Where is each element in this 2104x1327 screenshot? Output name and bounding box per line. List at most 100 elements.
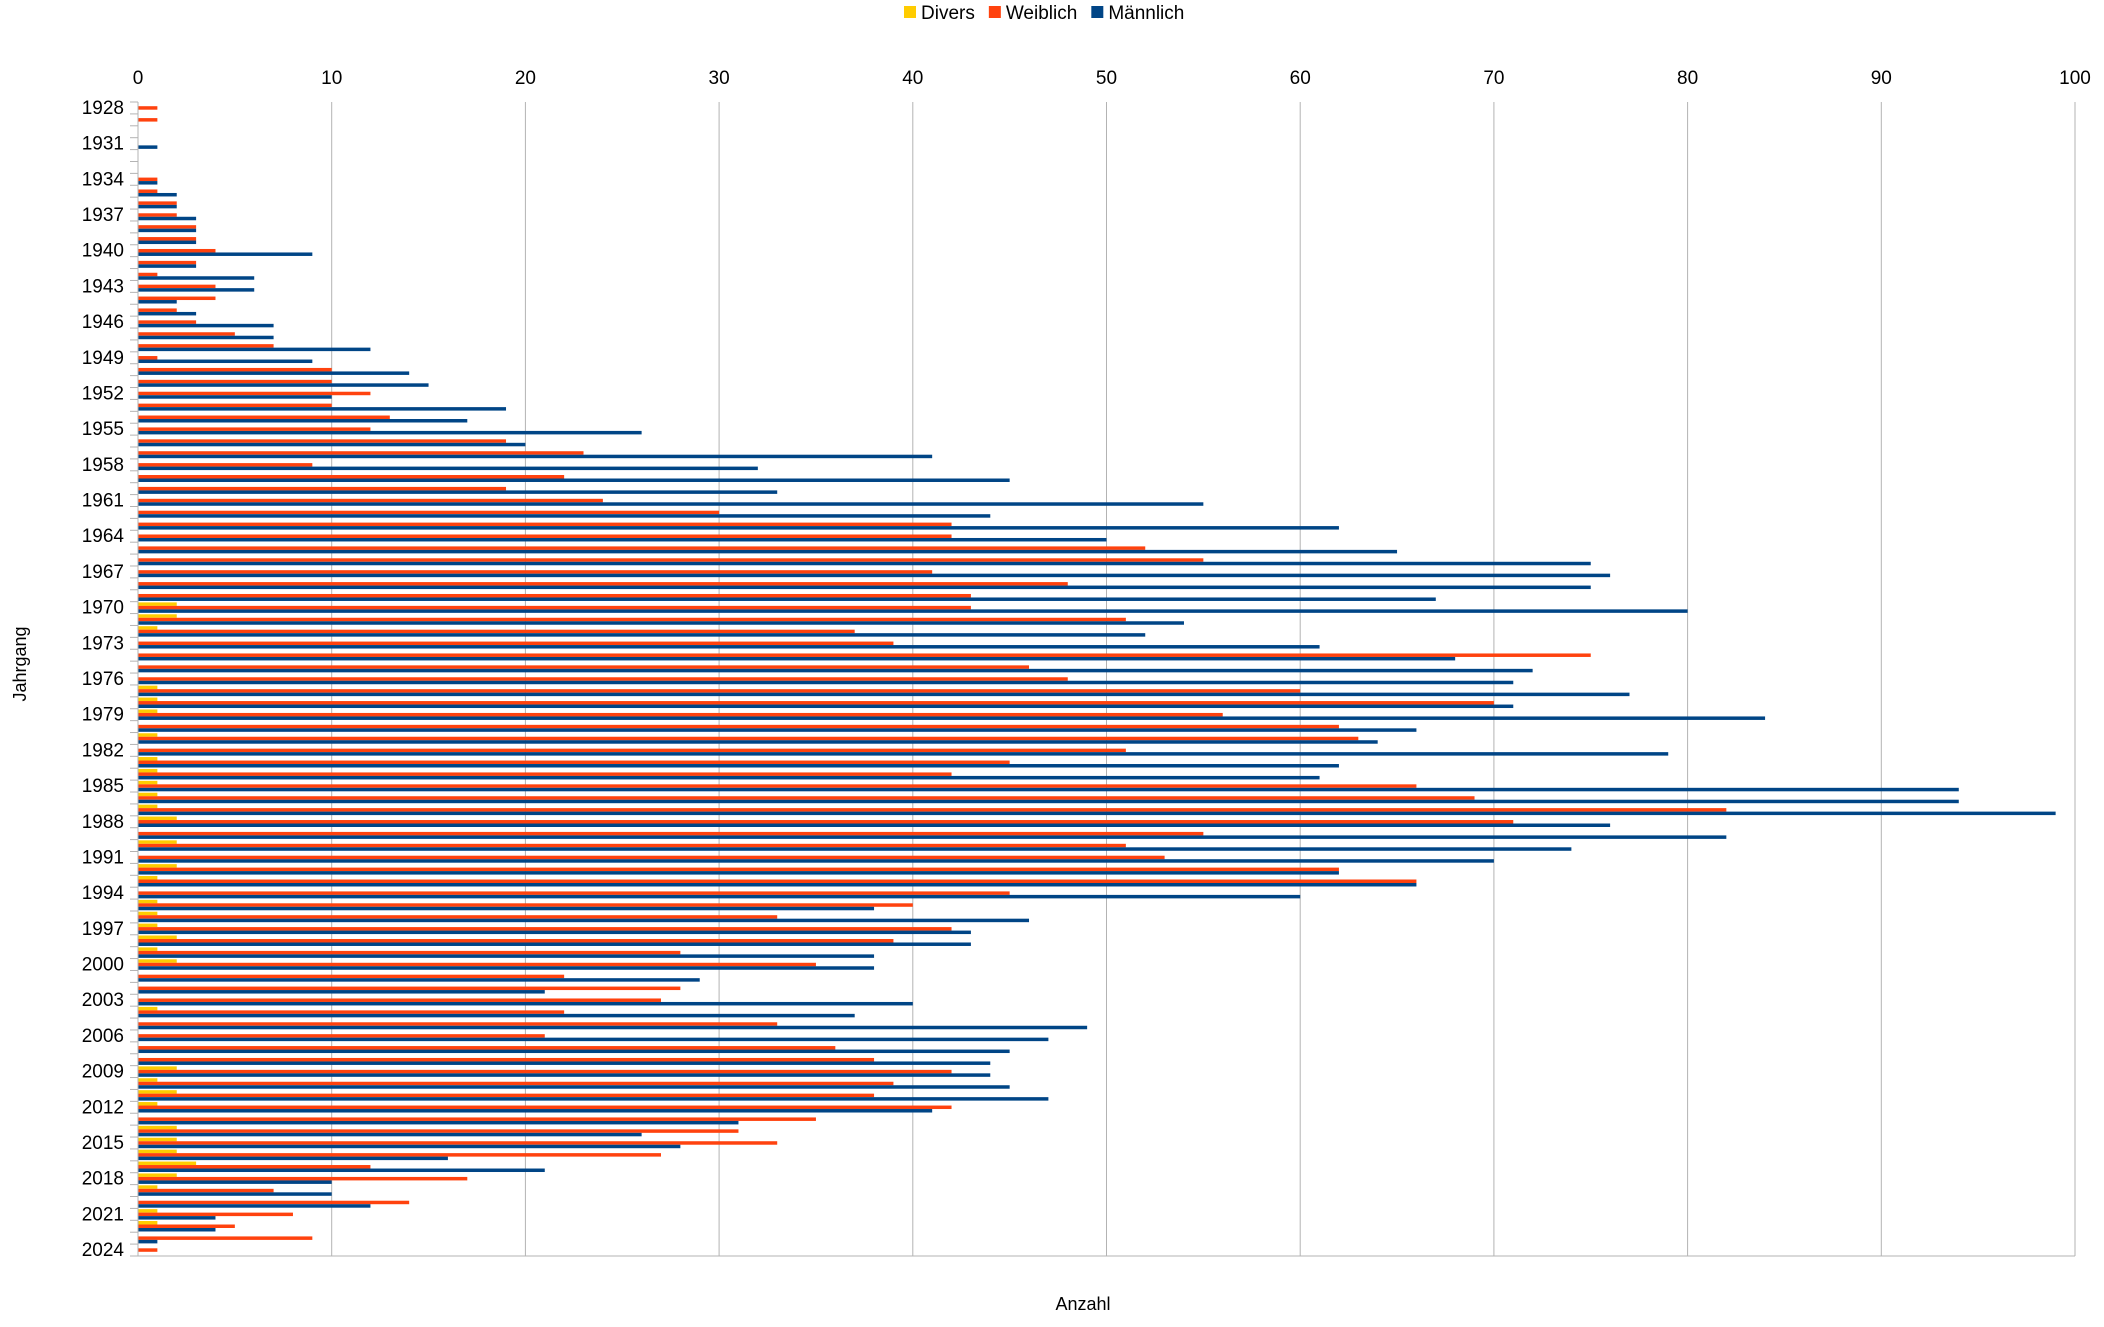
- bar-divers-1992: [138, 864, 177, 868]
- bar-mnnlich-2004: [138, 1013, 855, 1018]
- bar-mnnlich-1957: [138, 454, 933, 459]
- bar-mnnlich-2002: [138, 990, 545, 994]
- y-tick-label: 1952: [82, 383, 124, 404]
- bar-weiblich-2008: [138, 1057, 875, 1062]
- bar-mnnlich-2023: [138, 1239, 158, 1244]
- bar-weiblich-1960: [138, 486, 507, 491]
- bar-mnnlich-1984: [138, 775, 1320, 780]
- bar-mnnlich-2007: [138, 1049, 1010, 1054]
- y-tick-label: 2018: [82, 1169, 124, 1190]
- bar-mnnlich-1973: [138, 645, 1320, 649]
- bar-weiblich-1968: [138, 582, 1068, 586]
- bar-weiblich-1995: [138, 903, 913, 907]
- bar-mnnlich-1937: [138, 216, 197, 221]
- bar-mnnlich-1960: [138, 490, 778, 494]
- bar-weiblich-1949: [138, 356, 158, 360]
- bar-divers-2019: [138, 1185, 158, 1189]
- x-tick-label: 90: [1871, 68, 1892, 89]
- y-tick-label: 1946: [82, 312, 124, 333]
- bar-divers-1981: [138, 733, 158, 737]
- x-tick-label: 50: [1096, 68, 1117, 89]
- bar-divers-1971: [138, 614, 177, 618]
- bar-weiblich-1945: [138, 308, 177, 312]
- bar-weiblich-2023: [138, 1236, 313, 1240]
- bar-weiblich-1969: [138, 593, 971, 598]
- bar-weiblich-1942: [138, 272, 158, 277]
- bar-mnnlich-1950: [138, 371, 410, 375]
- bar-weiblich-1955: [138, 427, 371, 431]
- bar-weiblich-1957: [138, 451, 584, 455]
- bar-mnnlich-1994: [138, 894, 1301, 899]
- bar-mnnlich-2018: [138, 1180, 332, 1184]
- bar-mnnlich-1969: [138, 597, 1436, 601]
- bar-mnnlich-1961: [138, 502, 1204, 506]
- bar-weiblich-1962: [138, 510, 720, 515]
- legend: Divers Weiblich Männlich: [904, 3, 1184, 24]
- bar-mnnlich-2006: [138, 1037, 1049, 1042]
- x-tick-label: 100: [2059, 68, 2091, 89]
- y-tick-label: 1931: [82, 134, 124, 155]
- bar-mnnlich-1966: [138, 561, 1591, 566]
- bar-weiblich-2015: [138, 1141, 778, 1145]
- bar-mnnlich-1981: [138, 740, 1378, 744]
- bar-weiblich-1937: [138, 213, 177, 217]
- bar-divers-1993: [138, 876, 158, 880]
- legend-label: Männlich: [1108, 3, 1184, 24]
- y-tick-label: 1940: [82, 241, 124, 262]
- bar-mnnlich-2008: [138, 1061, 991, 1065]
- bar-mnnlich-1989: [138, 835, 1727, 839]
- bar-weiblich-2014: [138, 1129, 739, 1133]
- bar-divers-1977: [138, 685, 158, 690]
- y-tick-label: 2000: [82, 955, 124, 976]
- bar-weiblich-1972: [138, 629, 855, 634]
- bar-mnnlich-2000: [138, 966, 875, 970]
- bar-weiblich-1970: [138, 605, 971, 610]
- bar-mnnlich-2009: [138, 1073, 991, 1077]
- bar-weiblich-2012: [138, 1105, 952, 1110]
- bar-weiblich-1951: [138, 379, 332, 384]
- bar-mnnlich-2005: [138, 1025, 1088, 1030]
- y-tick-label: 2009: [82, 1062, 124, 1083]
- bar-weiblich-1952: [138, 391, 371, 396]
- bar-weiblich-1947: [138, 332, 235, 336]
- bar-weiblich-1965: [138, 546, 1146, 550]
- bar-weiblich-2016: [138, 1153, 661, 1157]
- bar-mnnlich-1936: [138, 204, 177, 209]
- bar-mnnlich-2022: [138, 1228, 216, 1232]
- bar-weiblich-1971: [138, 617, 1126, 622]
- bar-mnnlich-1970: [138, 609, 1688, 613]
- bar-mnnlich-2021: [138, 1216, 216, 1220]
- bar-weiblich-1950: [138, 367, 332, 372]
- bar-weiblich-2002: [138, 986, 681, 991]
- bar-mnnlich-1976: [138, 680, 1514, 685]
- bar-weiblich-1929: [138, 118, 158, 122]
- bar-mnnlich-1948: [138, 347, 371, 352]
- bar-weiblich-1992: [138, 867, 1339, 872]
- bar-weiblich-1984: [138, 772, 952, 776]
- bar-mnnlich-1967: [138, 573, 1611, 578]
- bar-divers-1998: [138, 935, 177, 939]
- bar-mnnlich-1949: [138, 359, 313, 364]
- bar-weiblich-1974: [138, 653, 1591, 657]
- bar-mnnlich-2013: [138, 1120, 739, 1125]
- bar-mnnlich-1952: [138, 395, 332, 399]
- bar-mnnlich-1943: [138, 288, 255, 292]
- bar-divers-2022: [138, 1221, 158, 1225]
- bar-weiblich-1938: [138, 225, 197, 229]
- bar-weiblich-1998: [138, 938, 894, 943]
- bar-mnnlich-1979: [138, 716, 1766, 720]
- bar-mnnlich-1947: [138, 335, 274, 340]
- bar-mnnlich-1938: [138, 228, 197, 233]
- bar-mnnlich-1942: [138, 276, 255, 280]
- bar-divers-2015: [138, 1137, 177, 1142]
- bar-weiblich-1963: [138, 522, 952, 527]
- bar-weiblich-2000: [138, 962, 816, 967]
- bar-weiblich-1954: [138, 415, 390, 420]
- y-tick-label: 1997: [82, 919, 124, 940]
- bar-weiblich-2007: [138, 1046, 836, 1050]
- y-tick-label: 2012: [82, 1097, 124, 1118]
- bar-weiblich-1999: [138, 950, 681, 955]
- y-tick-label: 1964: [82, 526, 125, 547]
- bar-mnnlich-1986: [138, 799, 1959, 804]
